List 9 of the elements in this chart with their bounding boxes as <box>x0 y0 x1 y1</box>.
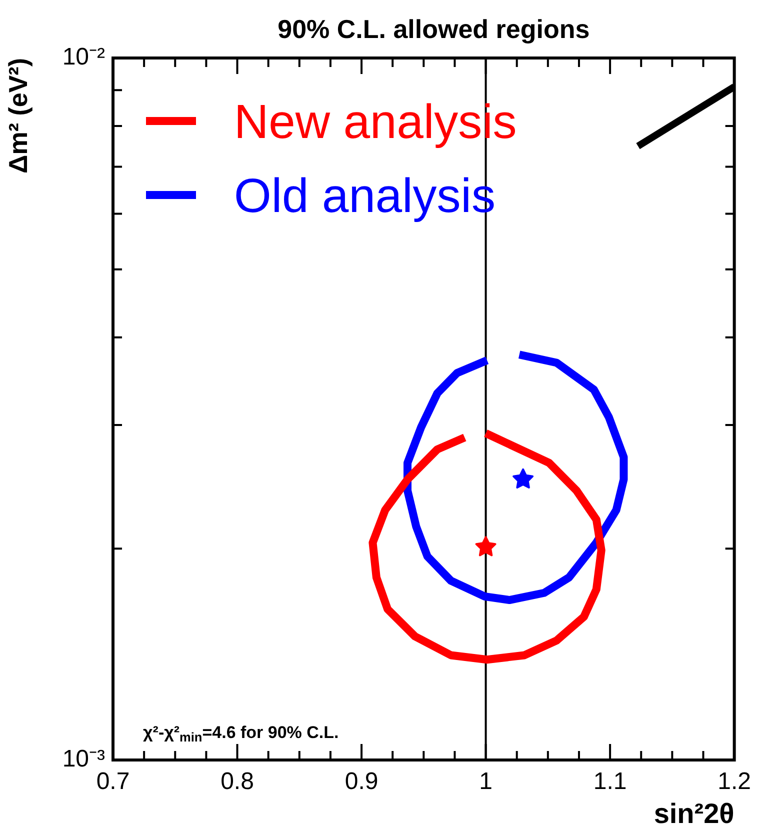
y-axis-title: Δm² (eV²) <box>2 58 33 174</box>
x-tick-label: 0.9 <box>344 768 378 796</box>
x-axis-title: sin²2θ <box>654 798 734 829</box>
x-tick-label: 1.2 <box>718 768 752 796</box>
y-tick-label: 10⁻² <box>62 44 106 71</box>
chart-title: 90% C.L. allowed regions <box>278 14 590 44</box>
x-tick-label: 1.1 <box>593 768 627 796</box>
x-tick-label: 1 <box>479 768 492 796</box>
x-tick-label: 0.8 <box>220 768 254 796</box>
